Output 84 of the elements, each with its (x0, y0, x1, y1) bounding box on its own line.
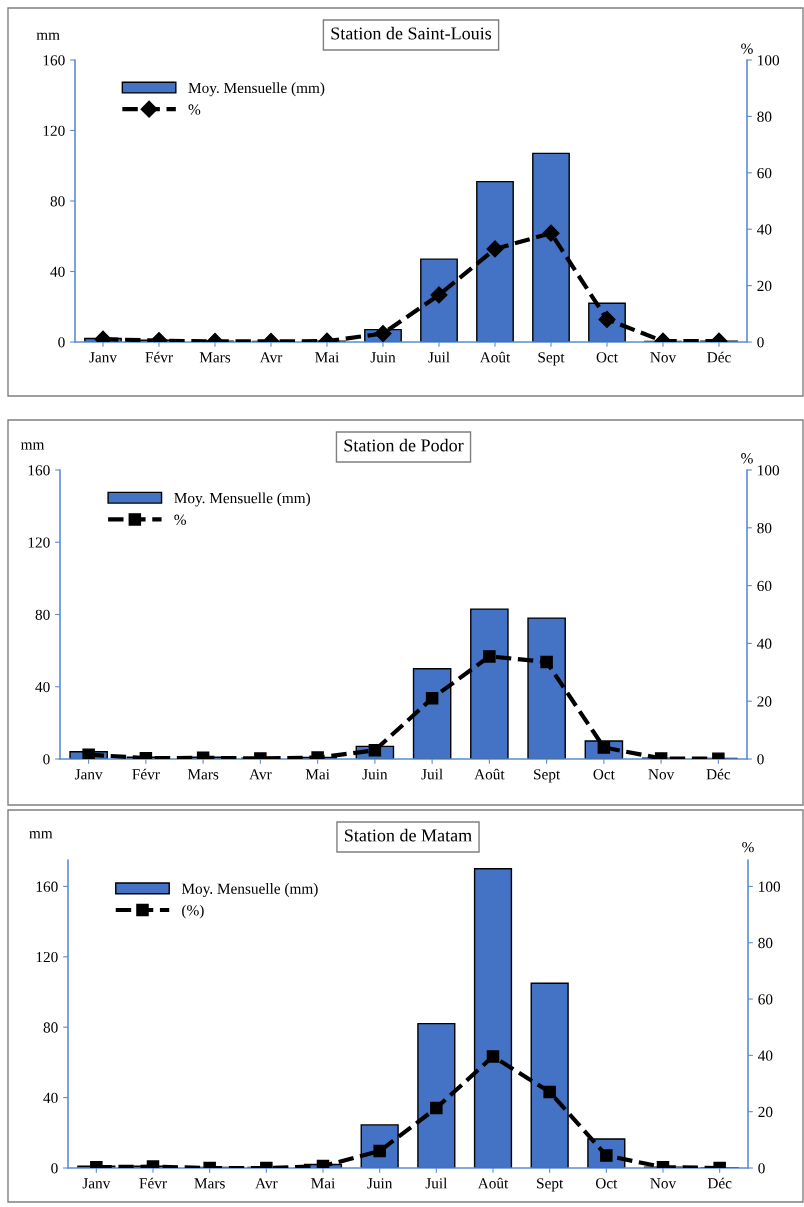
x-tick-label: Févr (139, 1177, 167, 1189)
x-tick-label: Févr (145, 351, 173, 363)
x-tick-label: Juin (362, 769, 388, 780)
x-tick-label: Août (479, 351, 511, 363)
x-tick-label: Mars (187, 769, 219, 780)
y2-tick-label: 100 (758, 55, 780, 66)
x-tick-label: Févr (132, 768, 160, 780)
x-tick-label: Juil (425, 1177, 448, 1189)
y2-axis-title: % (741, 453, 753, 464)
y2-tick-label: 20 (757, 696, 772, 707)
y2-tick-label: 100 (758, 465, 780, 476)
y2-tick-label: 0 (757, 754, 764, 765)
x-tick-label: Avr (249, 769, 272, 780)
x-tick-label: Avr (259, 352, 283, 363)
y-tick-label: 120 (28, 537, 50, 548)
x-tick-label: Juil (428, 351, 450, 363)
legend-label: (%) (182, 904, 204, 919)
y-tick-label: 120 (36, 951, 58, 963)
x-tick-label: Avr (255, 1178, 278, 1189)
x-tick-label: Janv (82, 1178, 111, 1189)
y2-tick-label: 60 (758, 994, 773, 1005)
y-tick-label: 80 (50, 196, 65, 207)
x-tick-label: Mars (194, 1178, 225, 1189)
x-tick-label: Mai (305, 769, 330, 780)
y-tick-label: 40 (35, 681, 50, 693)
x-tick-label: Mai (315, 352, 340, 363)
y2-tick-label: 0 (758, 1163, 765, 1174)
y-tick-label: 40 (43, 1092, 58, 1104)
x-tick-label: Juin (367, 1178, 393, 1189)
y-axis-title: mm (29, 831, 53, 839)
x-tick-label: Sept (537, 1178, 564, 1192)
x-tick-label: Août (474, 768, 505, 780)
x-tick-label: Nov (650, 1178, 677, 1189)
x-tick-label: Nov (648, 769, 675, 780)
x-tick-label: Août (477, 1177, 509, 1189)
x-tick-label: Sept (534, 769, 561, 783)
y-tick-label: 0 (51, 1163, 58, 1174)
x-tick-label: Janv (89, 352, 117, 363)
y-tick-label: 160 (43, 55, 65, 66)
x-tick-label: Janv (74, 769, 103, 780)
x-tick-label: Oct (596, 352, 618, 363)
chart-title: Station de Saint-Louis (331, 26, 492, 40)
y-tick-label: 0 (43, 754, 50, 765)
legend-label: % (174, 514, 186, 525)
y-tick-label: 80 (35, 609, 50, 620)
y-tick-label: 160 (28, 465, 50, 476)
y2-tick-label: 40 (757, 638, 772, 649)
x-tick-label: Déc (706, 768, 731, 780)
y2-tick-label: 80 (757, 522, 772, 534)
x-tick-label: Déc (707, 1177, 732, 1189)
y2-tick-label: 40 (757, 224, 772, 235)
y2-tick-label: 20 (757, 280, 772, 292)
x-tick-label: Oct (593, 769, 615, 780)
y-tick-label: 0 (58, 337, 65, 348)
y2-tick-label: 100 (759, 881, 781, 892)
y-tick-label: 80 (43, 1022, 58, 1033)
y-axis-title: mm (36, 32, 60, 40)
x-tick-label: Nov (650, 352, 677, 363)
y2-tick-label: 60 (757, 580, 772, 592)
y2-tick-label: 20 (758, 1106, 773, 1118)
y2-tick-label: 0 (757, 337, 764, 348)
x-tick-label: Oct (595, 1178, 618, 1189)
legend-label: % (188, 104, 201, 115)
legend-label: Moy. Mensuelle (mm) (174, 492, 311, 507)
y-tick-label: 120 (43, 125, 65, 136)
chart-title: Station de Podor (344, 438, 464, 452)
x-tick-label: Juin (370, 352, 396, 363)
y-axis-title: mm (20, 442, 45, 450)
x-tick-label: Juil (421, 768, 443, 780)
y2-tick-label: 60 (757, 167, 772, 179)
x-tick-label: Déc (707, 351, 731, 363)
y2-tick-label: 80 (758, 937, 773, 949)
y-tick-label: 40 (50, 266, 65, 277)
x-tick-label: Mai (311, 1178, 336, 1189)
y2-tick-label: 80 (757, 111, 772, 122)
y-tick-label: 160 (36, 881, 58, 892)
x-tick-label: Mars (199, 352, 231, 363)
x-tick-label: Sept (538, 352, 565, 366)
y2-tick-label: 40 (758, 1050, 773, 1061)
chart-title: Station de Matam (345, 828, 472, 842)
y2-axis-title: % (742, 841, 754, 853)
legend-label: Moy. Mensuelle (mm) (181, 883, 318, 897)
legend-label: Moy. Mensuelle (mm) (188, 82, 325, 97)
y2-axis-title: % (741, 43, 753, 54)
